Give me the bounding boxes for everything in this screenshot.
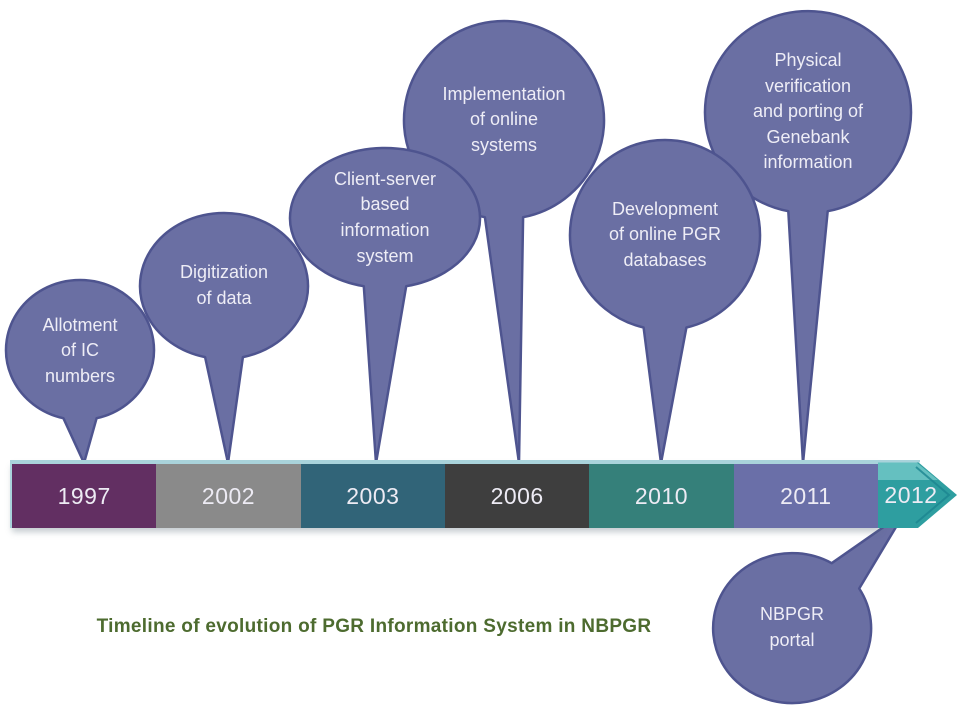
- timeline-segment-2010: 2010: [589, 464, 734, 528]
- timeline-segment-1997: 1997: [12, 464, 157, 528]
- year-label-2010: 2010: [634, 482, 689, 509]
- year-label-2006: 2006: [490, 482, 544, 509]
- timeline-bar: 1997 2002 2003 2006 2010 2011: [10, 462, 878, 528]
- year-label-2003: 2003: [346, 482, 400, 509]
- timeline-segment-2003: 2003: [300, 464, 445, 528]
- slide-caption: Timeline of evolution of PGR Information…: [96, 616, 652, 637]
- balloon-label-digitization: Digitization of data: [179, 262, 269, 308]
- year-label-2012: 2012: [884, 481, 938, 508]
- timeline-segment-2002: 2002: [156, 464, 301, 528]
- year-label-2002: 2002: [201, 482, 256, 509]
- timeline-segment-2006: 2006: [444, 464, 590, 528]
- balloon-label-allotment-ic: Allotment of IC numbers: [42, 314, 118, 386]
- year-label-2011: 2011: [780, 482, 832, 509]
- arrow-year-2012: 2012: [878, 462, 944, 528]
- balloon-label-nbpgr-portal: NBPGR portal: [759, 604, 824, 650]
- year-label-1997: 1997: [57, 482, 111, 509]
- timeline-segment-2011: 2011: [733, 464, 878, 528]
- balloon-label-physical-verification: Physical verification and porting of Gen…: [752, 50, 864, 173]
